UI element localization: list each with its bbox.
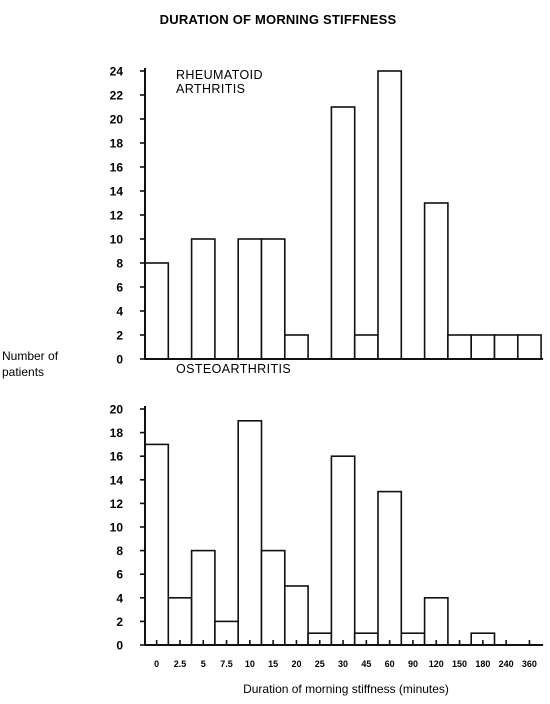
x-tick-label: 15 (268, 659, 278, 669)
panel-title: OSTEOARTHRITIS (176, 362, 291, 376)
y-tick-label: 12 (110, 209, 124, 223)
bar-30 (330, 455, 356, 646)
bar-10 (237, 419, 263, 646)
panel-title-line: ARTHRITIS (176, 82, 245, 96)
y-tick-label: 8 (116, 544, 123, 558)
bar-0 (144, 443, 170, 646)
x-tick-label: 30 (338, 659, 348, 669)
bar-240 (493, 334, 519, 360)
y-tick-label: 20 (110, 113, 124, 127)
y-tick-label: 14 (110, 473, 124, 487)
y-tick-label: 2 (116, 615, 123, 629)
y-tick-label: 2 (116, 329, 123, 343)
x-tick-label: 180 (475, 659, 490, 669)
panel-title-line: OSTEOARTHRITIS (176, 362, 291, 376)
bar-10 (237, 238, 263, 360)
figure-title: DURATION OF MORNING STIFFNESS (160, 12, 397, 27)
bar-15 (260, 549, 286, 646)
osteoarthritis-panel: OSTEOARTHRITIS 0 2 4 6 8 10 12 14 16 18 20 0 2.5 5 7.5 1… (110, 362, 544, 669)
y-tick-label: 18 (110, 137, 124, 151)
x-tick-label: 360 (522, 659, 537, 669)
x-tick-label: 240 (499, 659, 514, 669)
y-tick-label: 12 (110, 497, 124, 511)
y-tick-label: 14 (110, 185, 124, 199)
y-tick-label: 0 (116, 353, 123, 367)
bar-0 (144, 262, 170, 360)
y-tick-label: 16 (110, 161, 124, 175)
x-tick-label: 10 (245, 659, 255, 669)
bar-15 (260, 238, 286, 360)
bar-360 (516, 334, 542, 360)
bar-20 (283, 334, 309, 360)
x-tick-label: 2.5 (174, 659, 187, 669)
y-tick-label: 4 (116, 305, 123, 319)
x-tick-label: 7.5 (220, 659, 233, 669)
x-tick-label: 120 (429, 659, 444, 669)
x-tick-label: 150 (452, 659, 467, 669)
x-tick-label: 90 (408, 659, 418, 669)
x-tick-label: 25 (315, 659, 325, 669)
bar-5 (190, 549, 216, 646)
bar-60 (377, 490, 403, 646)
y-axis-title-line-1: Number of (2, 349, 59, 363)
y-tick-label: 24 (110, 65, 124, 79)
x-tick-label: 60 (385, 659, 395, 669)
bar-2-5 (167, 596, 193, 646)
x-tick-label: 45 (361, 659, 371, 669)
x-tick-label: 20 (291, 659, 301, 669)
x-tick-label: 5 (201, 659, 206, 669)
x-axis-title: Duration of morning stiffness (minutes) (243, 682, 449, 696)
bar-60 (377, 70, 403, 360)
panel-title-line: RHEUMATOID (176, 68, 263, 82)
y-tick-label: 6 (116, 568, 123, 582)
y-tick-label: 0 (116, 639, 123, 653)
y-tick-label: 10 (110, 521, 124, 535)
bar-30 (330, 106, 356, 360)
y-tick-label: 6 (116, 281, 123, 295)
y-tick-label: 20 (110, 403, 124, 417)
bar-180 (470, 334, 496, 360)
bar-150 (447, 334, 472, 360)
y-tick-label: 4 (116, 591, 123, 605)
y-tick-label: 8 (116, 257, 123, 271)
y-tick-label: 18 (110, 426, 124, 440)
y-tick-label: 16 (110, 450, 124, 464)
y-axis-title: Number of patients (2, 349, 59, 379)
y-axis-title-line-2: patients (2, 365, 44, 379)
bar-120 (423, 202, 449, 360)
y-tick-label: 10 (110, 233, 124, 247)
x-tick-label: 0 (154, 659, 159, 669)
y-tick-label: 22 (110, 89, 124, 103)
bar-5 (190, 238, 216, 360)
bar-45 (353, 334, 379, 360)
bar-20 (283, 585, 309, 646)
bar-120 (423, 596, 449, 646)
